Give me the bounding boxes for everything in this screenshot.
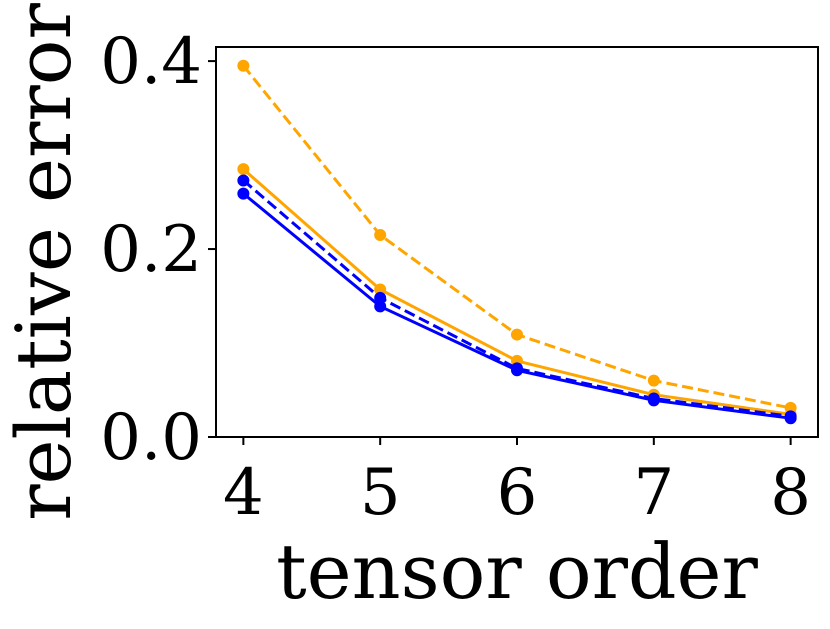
- x-axis-label: tensor order: [276, 527, 758, 616]
- series-3-point: [374, 291, 387, 304]
- y-tick-label: 0.0: [100, 401, 202, 475]
- series-4-point: [374, 300, 387, 313]
- series-3-point: [237, 174, 250, 187]
- y-tick-label: 0.4: [100, 25, 202, 99]
- series-line-2: [242, 168, 791, 416]
- series-markers: [237, 59, 797, 425]
- series-1-point: [647, 374, 660, 387]
- series-4-point: [237, 187, 250, 200]
- series-1-point: [511, 328, 523, 341]
- y-axis-label: relative error: [0, 3, 88, 521]
- series-4-point: [511, 364, 523, 377]
- series-4-point: [647, 394, 660, 407]
- x-tick-label: 6: [497, 456, 538, 530]
- x-tick-label: 5: [360, 456, 401, 530]
- x-tick-label: 4: [223, 456, 264, 530]
- y-tick-label: 0.2: [100, 213, 202, 287]
- series-1-point: [374, 228, 387, 241]
- x-axis: 4 5 6 7 8: [223, 437, 811, 530]
- series-line-4: [242, 192, 791, 420]
- y-axis: 0.0 0.2 0.4: [100, 25, 216, 475]
- x-tick-label: 8: [770, 456, 811, 530]
- series-4-point: [784, 412, 797, 425]
- series-2-point: [237, 163, 250, 176]
- x-tick-label: 7: [633, 456, 674, 530]
- series-2-point: [374, 283, 387, 296]
- series-line-3: [242, 179, 791, 418]
- plot-frame: [215, 46, 819, 438]
- series-1-point: [237, 59, 250, 72]
